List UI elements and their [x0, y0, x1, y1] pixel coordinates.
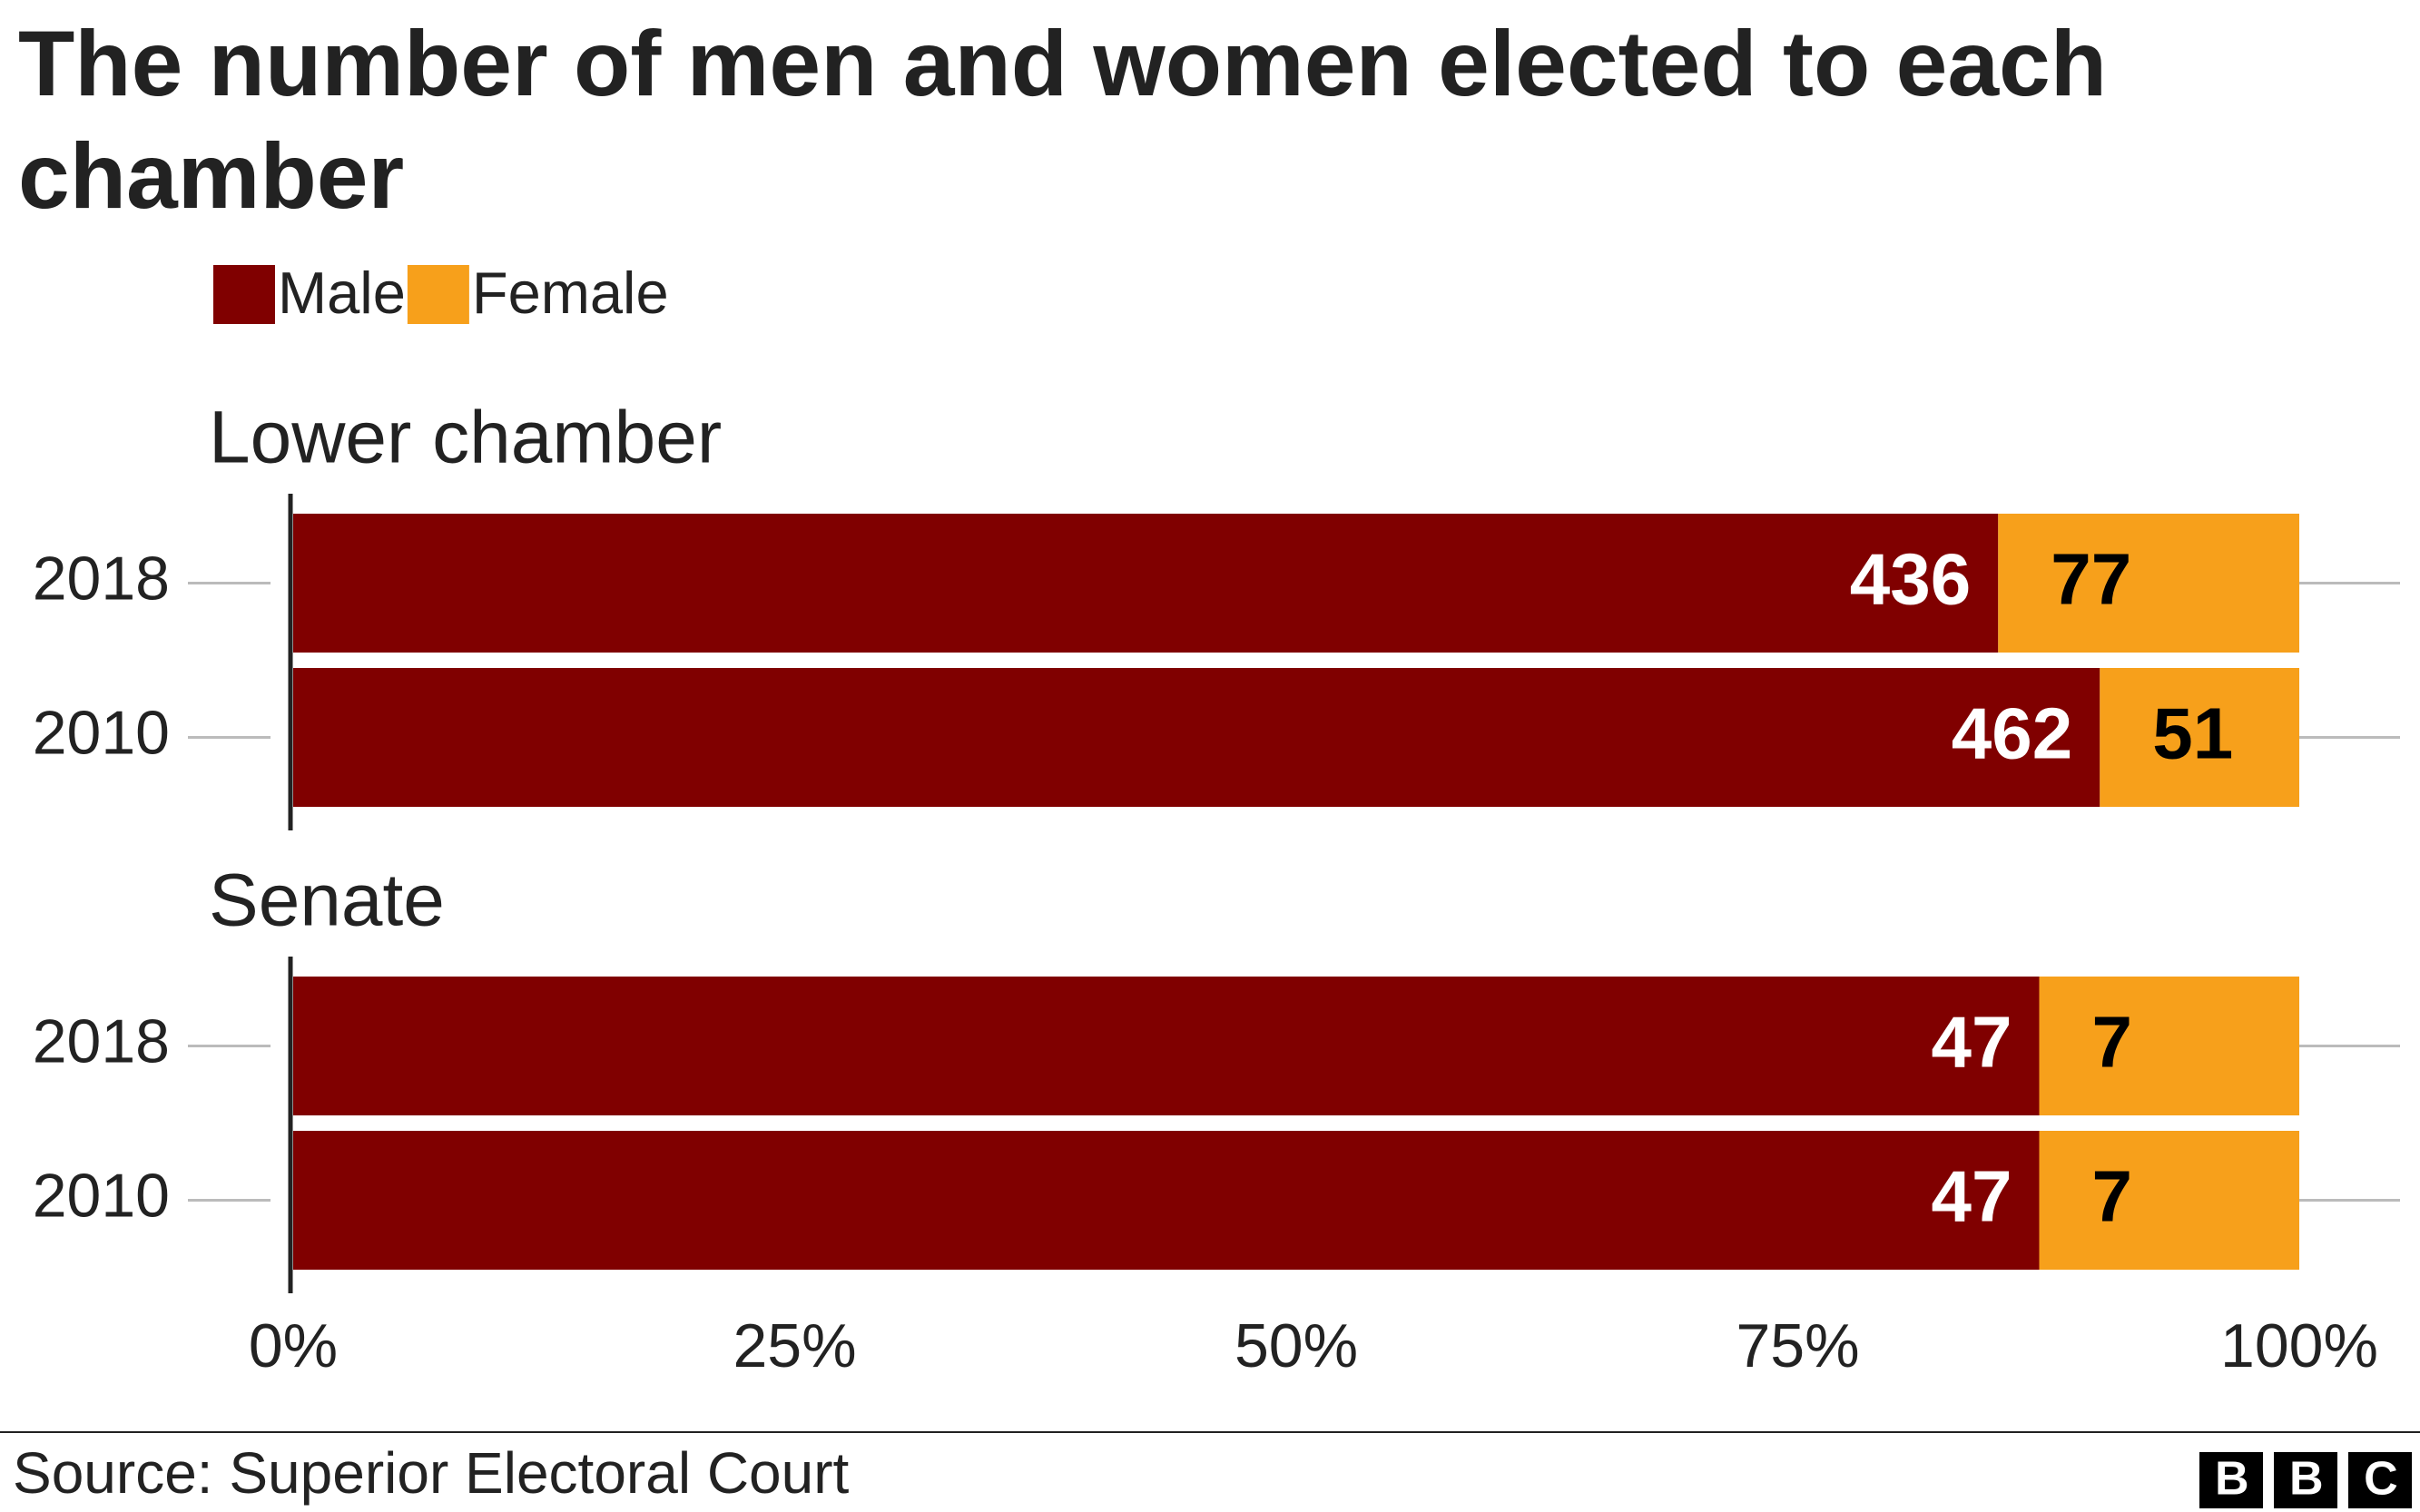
y-tick-label: 2018 — [33, 1006, 170, 1075]
y-tick-label: 2018 — [33, 544, 170, 613]
chart-title: The number of men and women elected to e… — [18, 12, 2108, 228]
source: Source: Superior Electoral Court — [13, 1440, 850, 1506]
value-label: 47 — [1932, 1002, 2012, 1083]
x-tick-label: 0% — [249, 1311, 338, 1380]
logo-box — [2274, 1452, 2337, 1508]
bar-segment — [2039, 1131, 2299, 1270]
bar-segment — [293, 514, 1999, 653]
bar-segment — [293, 1131, 2040, 1270]
logo-box — [2348, 1452, 2412, 1508]
x-tick-label: 100% — [2220, 1311, 2378, 1380]
legend-label: Male — [278, 260, 406, 326]
legend-swatch — [407, 265, 469, 324]
x-tick-label: 50% — [1235, 1311, 1358, 1380]
value-label: 462 — [1952, 693, 2072, 774]
logo: BBC — [2215, 1453, 2420, 1506]
panel-title: Senate — [209, 859, 445, 942]
x-tick-label: 75% — [1736, 1311, 1859, 1380]
bar-segment — [1998, 514, 2299, 653]
x-tick-label: 25% — [733, 1311, 856, 1380]
value-label: 7 — [2092, 1002, 2133, 1083]
y-tick-label: 2010 — [33, 1161, 170, 1230]
value-label: 51 — [2152, 693, 2233, 774]
value-label: 77 — [2051, 539, 2131, 620]
value-label: 7 — [2092, 1156, 2133, 1237]
legend-swatch — [213, 265, 275, 324]
y-tick-label: 2010 — [33, 698, 170, 767]
bar-segment — [293, 977, 2040, 1115]
logo-box — [2199, 1452, 2263, 1508]
bar-segment — [2100, 668, 2299, 807]
bar-segment — [293, 668, 2100, 807]
panel-title: Lower chamber — [209, 397, 722, 479]
legend-label: Female — [472, 260, 669, 326]
bar-segment — [2039, 977, 2299, 1115]
value-label: 436 — [1850, 539, 1971, 620]
value-label: 47 — [1932, 1156, 2012, 1237]
